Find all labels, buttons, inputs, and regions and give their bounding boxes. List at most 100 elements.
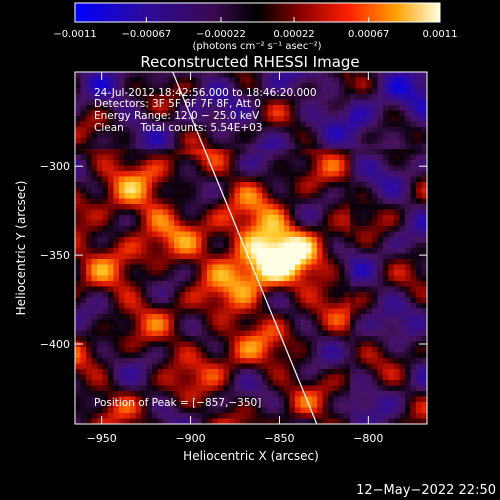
heatmap-cell [91, 275, 98, 282]
heatmap-cell [344, 165, 351, 172]
heatmap-cell [201, 226, 208, 232]
heatmap-cell [135, 204, 142, 210]
heatmap-cell [157, 83, 164, 89]
heatmap-cell [322, 127, 329, 133]
heatmap-cell [388, 325, 395, 331]
heatmap-cell [212, 391, 219, 397]
heatmap-cell [245, 270, 252, 276]
heatmap-cell [207, 182, 213, 188]
heatmap-cell [278, 149, 285, 155]
heatmap-cell [410, 198, 417, 205]
heatmap-cell [157, 220, 164, 227]
heatmap-cell [339, 402, 345, 408]
heatmap-cell [306, 325, 312, 331]
heatmap-cell [168, 319, 175, 326]
heatmap-cell [174, 259, 180, 265]
heatmap-cell [91, 347, 98, 353]
heatmap-cell [394, 204, 400, 210]
heatmap-cell [223, 259, 230, 265]
heatmap-cell [383, 308, 389, 315]
heatmap-cell [130, 369, 136, 375]
heatmap-cell [317, 286, 323, 293]
heatmap-cell [130, 110, 136, 117]
heatmap-cell [207, 297, 213, 304]
heatmap-cell [322, 281, 329, 287]
heatmap-cell [157, 204, 164, 210]
heatmap-cell [339, 347, 345, 353]
heatmap-cell [405, 226, 411, 232]
heatmap-cell [86, 319, 92, 326]
heatmap-cell [75, 369, 81, 375]
heatmap-cell [350, 286, 356, 293]
heatmap-cell [361, 72, 367, 78]
heatmap-cell [75, 308, 81, 315]
heatmap-cell [333, 198, 340, 205]
heatmap-cell [201, 171, 208, 177]
heatmap-cell [350, 380, 356, 386]
heatmap-cell [339, 132, 345, 139]
heatmap-cell [350, 116, 356, 122]
heatmap-cell [234, 413, 241, 419]
heatmap-cell [245, 402, 252, 408]
heatmap-cell [97, 281, 103, 287]
heatmap-cell [273, 347, 279, 353]
heatmap-cell [322, 171, 329, 177]
heatmap-cell [179, 308, 186, 315]
heatmap-cell [152, 138, 158, 144]
heatmap-cell [163, 363, 169, 370]
heatmap-cell [207, 242, 213, 249]
heatmap-cell [201, 187, 208, 194]
heatmap-cell [141, 248, 147, 254]
heatmap-cell [361, 286, 367, 293]
heatmap-cell [234, 281, 241, 287]
heatmap-cell [130, 116, 136, 122]
heatmap-cell [262, 127, 268, 133]
heatmap-cell [108, 160, 114, 166]
heatmap-cell [256, 171, 263, 177]
heatmap-cell [75, 99, 81, 106]
heatmap-cell [201, 121, 208, 128]
heatmap-cell [102, 149, 109, 155]
heatmap-cell [306, 88, 312, 95]
heatmap-cell [130, 363, 136, 370]
heatmap-cell [212, 204, 219, 210]
heatmap-cell [383, 165, 389, 172]
heatmap-cell [218, 215, 224, 221]
heatmap-cell [86, 171, 92, 177]
heatmap-cell [91, 374, 98, 381]
heatmap-cell [174, 99, 180, 106]
heatmap-cell [372, 88, 378, 95]
heatmap-cell [399, 105, 406, 111]
heatmap-cell [355, 248, 362, 254]
heatmap-cell [405, 330, 411, 337]
heatmap-cell [135, 396, 142, 403]
heatmap-cell [289, 72, 296, 78]
heatmap-cell [174, 220, 180, 227]
heatmap-cell [97, 413, 103, 419]
heatmap-cell [152, 99, 158, 106]
heatmap-cell [295, 105, 301, 111]
heatmap-cell [141, 242, 147, 249]
heatmap-cell [207, 319, 213, 326]
heatmap-cell [201, 292, 208, 298]
heatmap-cell [196, 176, 202, 183]
heatmap-cell [130, 396, 136, 403]
heatmap-cell [256, 231, 263, 238]
heatmap-cell [223, 391, 230, 397]
heatmap-cell [284, 165, 290, 172]
heatmap-cell [300, 77, 307, 84]
heatmap-cell [388, 358, 395, 364]
heatmap-cell [377, 352, 384, 359]
heatmap-cell [179, 204, 186, 210]
heatmap-cell [113, 165, 120, 172]
heatmap-cell [361, 297, 367, 304]
heatmap-cell [388, 330, 395, 337]
heatmap-cell [223, 248, 230, 254]
heatmap-cell [273, 154, 279, 161]
heatmap-cell [80, 281, 87, 287]
heatmap-cell [196, 275, 202, 282]
heatmap-cell [80, 72, 87, 78]
heatmap-cell [295, 182, 301, 188]
heatmap-cell [190, 94, 197, 100]
heatmap-cell [119, 165, 125, 172]
